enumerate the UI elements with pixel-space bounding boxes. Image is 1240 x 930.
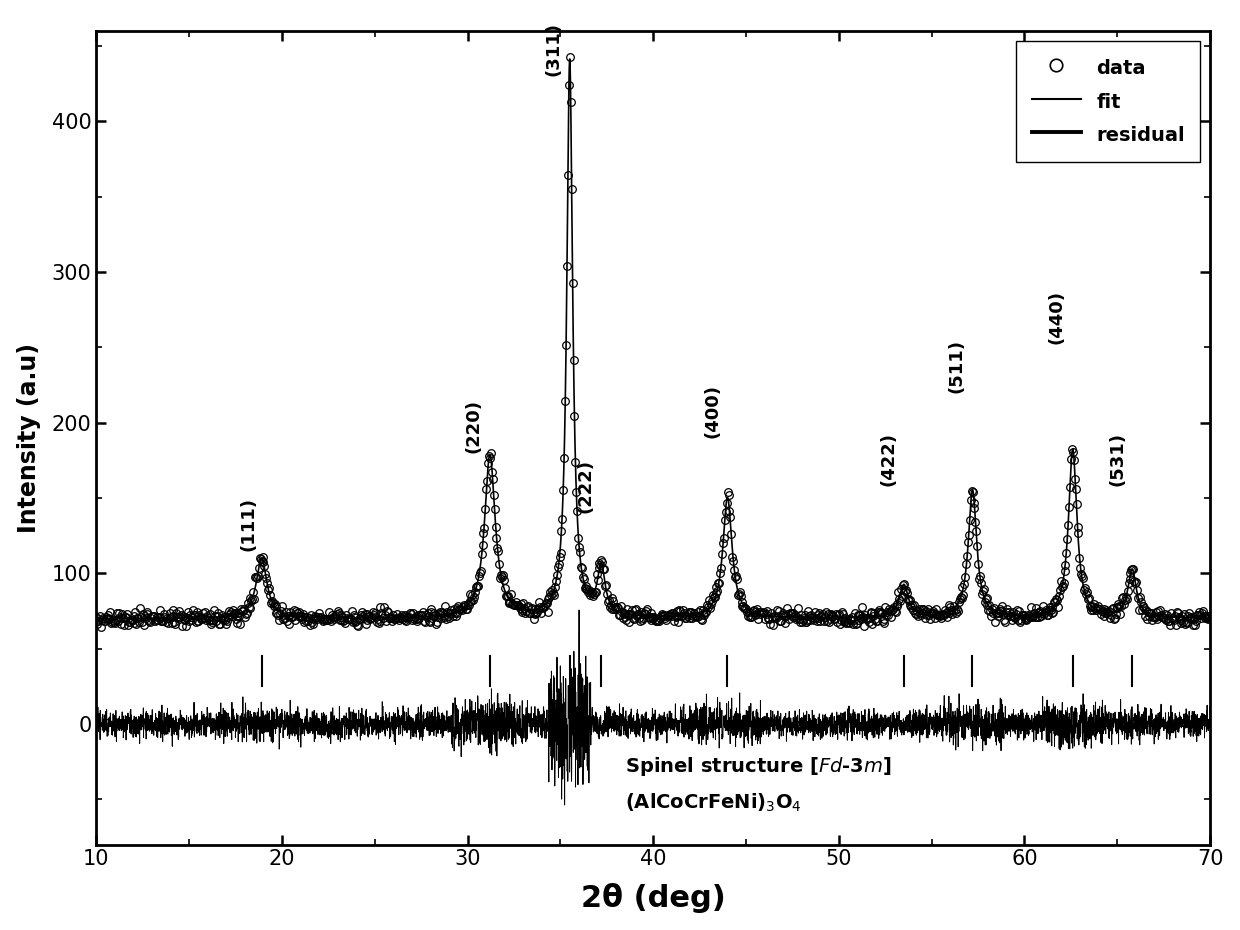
data [465,590,480,601]
fit [347,612,362,623]
Text: (511): (511) [947,339,966,392]
Line: residual: residual [97,610,1210,805]
data [563,51,578,62]
fit [353,612,368,623]
fit [1194,612,1209,623]
Line: fit: fit [97,59,1210,618]
data [699,606,714,618]
data [93,621,108,632]
Text: (400): (400) [703,384,722,438]
residual [508,726,523,737]
data [1202,610,1216,621]
Text: (222): (222) [577,459,594,513]
data [278,612,293,623]
Y-axis label: Intensity (a.u): Intensity (a.u) [16,343,41,533]
residual [89,717,104,728]
data [238,611,253,622]
residual [353,712,368,724]
data [676,604,691,616]
fit [1203,613,1218,624]
Text: (531): (531) [1109,432,1126,486]
residual [557,800,572,811]
residual [1194,708,1209,719]
Text: Spinel structure [$\mathit{Fd}$-3$\mathit{m}$]: Spinel structure [$\mathit{Fd}$-3$\mathi… [625,755,892,777]
Text: (422): (422) [879,432,897,486]
Text: (220): (220) [464,399,482,453]
data [573,562,588,573]
data [89,611,104,622]
residual [588,712,603,724]
fit [360,612,374,623]
fit [588,582,603,593]
residual [360,722,374,733]
Text: (111): (111) [239,497,258,551]
Text: (440): (440) [1048,290,1066,344]
Text: (311): (311) [544,22,563,76]
Text: (AlCoCrFeNi)$_{3}$O$_{4}$: (AlCoCrFeNi)$_{3}$O$_{4}$ [625,791,802,814]
Line: data: data [93,53,1213,631]
residual [1203,722,1218,733]
residual [572,604,587,616]
residual [347,714,362,725]
fit [508,601,523,612]
X-axis label: 2θ (deg): 2θ (deg) [580,884,725,913]
Legend: data, fit, residual: data, fit, residual [1017,41,1200,163]
fit [89,613,104,624]
fit [563,53,578,64]
